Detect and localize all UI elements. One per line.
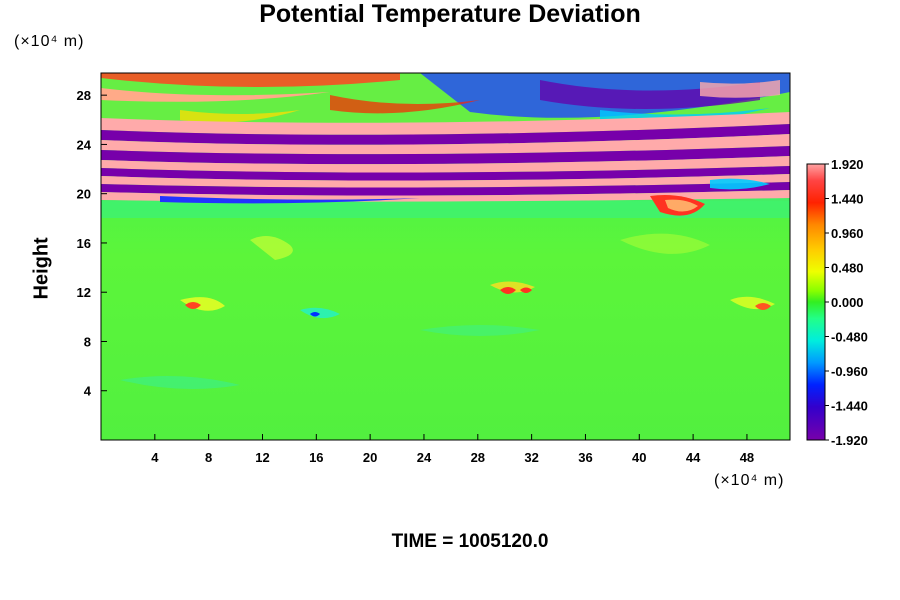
colorbar-ticks: 1.920 1.440 0.960 0.480 0.000 -0.480 -0.960 -1.…: [825, 157, 868, 448]
colorbar-tick-label: 1.920: [831, 157, 864, 172]
colorbar-tick-label: 1.440: [831, 192, 864, 207]
x-tick-label: 16: [309, 450, 323, 465]
x-tick-label: 8: [205, 450, 212, 465]
x-tick-label: 12: [255, 450, 269, 465]
y-unit-label: (×10⁴ m): [14, 33, 85, 50]
x-tick-label: 24: [417, 450, 432, 465]
colorbar-tick-label: -0.960: [831, 364, 868, 379]
x-tick-label: 20: [363, 450, 377, 465]
plot-frame: [100, 72, 791, 441]
y-axis-ticks: 4 8 12 16 20 24 28: [77, 88, 107, 399]
colorbar-tick-label: -0.480: [831, 330, 868, 345]
colorbar-tick-label: 0.000: [831, 295, 864, 310]
x-tick-label: 28: [471, 450, 485, 465]
heatmap-field: [101, 73, 790, 440]
colorbar: [807, 164, 825, 440]
chart-title: Potential Temperature Deviation: [259, 0, 641, 28]
y-tick-label: 28: [77, 88, 91, 103]
y-tick-label: 24: [77, 137, 92, 152]
y-tick-label: 4: [84, 384, 92, 399]
x-unit-label: (×10⁴ m): [714, 472, 785, 489]
x-tick-label: 48: [740, 450, 754, 465]
x-tick-label: 40: [632, 450, 646, 465]
x-tick-label: 44: [686, 450, 701, 465]
x-axis-ticks: 4 8 12 16 20 24 28 32 36 40 44 48: [151, 434, 754, 465]
y-tick-label: 20: [77, 187, 91, 202]
y-tick-label: 16: [77, 236, 91, 251]
y-tick-label: 12: [77, 285, 91, 300]
colorbar-tick-label: 0.480: [831, 261, 864, 276]
x-tick-label: 32: [524, 450, 538, 465]
y-tick-label: 8: [84, 334, 91, 349]
colorbar-tick-label: 0.960: [831, 226, 864, 241]
x-tick-label: 4: [151, 450, 159, 465]
x-tick-label: 36: [578, 450, 592, 465]
time-annotation: TIME = 1005120.0: [391, 531, 549, 552]
colorbar-tick-label: -1.920: [831, 433, 868, 448]
colorbar-tick-label: -1.440: [831, 399, 868, 414]
